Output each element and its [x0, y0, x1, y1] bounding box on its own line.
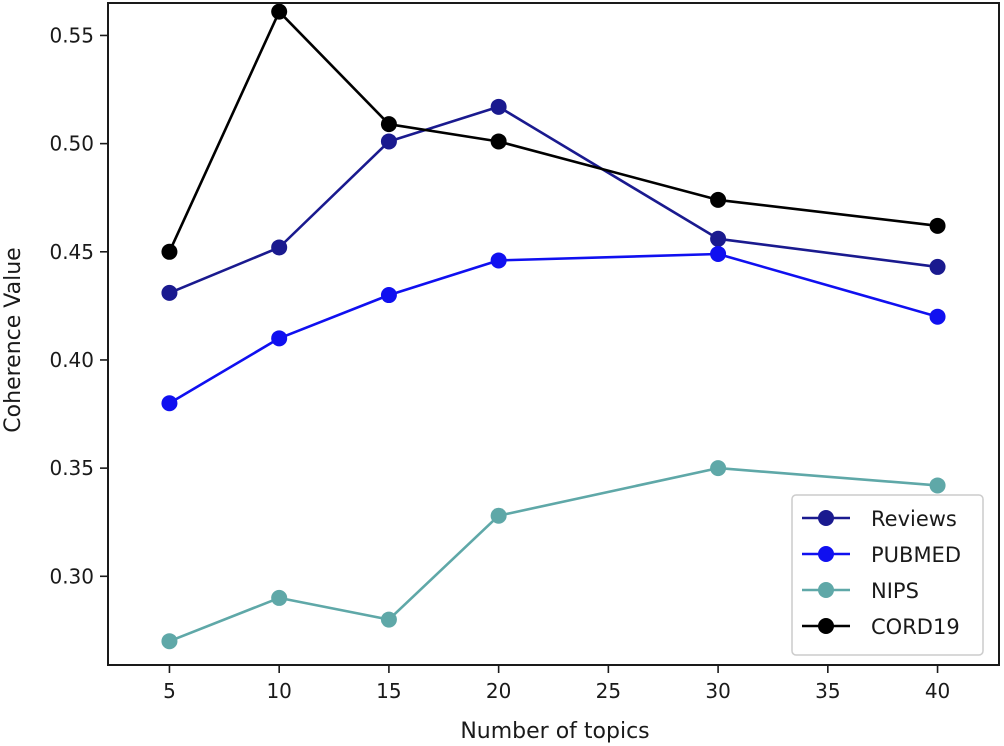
- legend-label: NIPS: [871, 579, 919, 603]
- x-tick-label: 25: [596, 679, 621, 703]
- data-point-pubmed-40: [929, 308, 946, 325]
- data-point-reviews-5: [161, 284, 178, 301]
- legend-item-reviews: Reviews: [802, 507, 957, 531]
- data-point-cord19-40: [929, 217, 946, 234]
- legend-marker: [818, 510, 834, 526]
- legend-label: Reviews: [871, 507, 957, 531]
- y-tick-label: 0.45: [49, 240, 94, 264]
- series-line-pubmed: [168, 252, 938, 405]
- x-tick-label: 20: [486, 679, 511, 703]
- legend-item-nips: NIPS: [802, 579, 919, 603]
- y-tick-label: 0.55: [49, 23, 94, 47]
- plot-frame: [107, 2, 1000, 666]
- data-point-cord19-20: [490, 133, 507, 150]
- y-axis-label: Coherence Value: [1, 247, 26, 432]
- series-nips: [161, 460, 946, 650]
- data-point-pubmed-5: [161, 395, 178, 412]
- data-point-pubmed-10: [271, 330, 288, 347]
- data-point-reviews-15: [380, 133, 397, 150]
- data-point-cord19-15: [380, 116, 397, 133]
- x-tick-label: 15: [376, 679, 401, 703]
- data-point-nips-30: [710, 460, 727, 477]
- series-reviews: [161, 98, 946, 301]
- legend-marker: [818, 582, 834, 598]
- x-tick-label: 5: [163, 679, 176, 703]
- x-tick-label: 40: [925, 679, 950, 703]
- y-tick-label: 0.50: [49, 132, 94, 156]
- legend: Reviews PUBMED NIPS CORD19: [791, 494, 984, 656]
- y-tick-label: 0.40: [49, 348, 94, 372]
- data-point-reviews-30: [710, 230, 727, 247]
- series-cord19: [161, 3, 946, 260]
- data-point-nips-15: [380, 611, 397, 628]
- legend-marker: [818, 618, 834, 634]
- legend-item-pubmed: PUBMED: [802, 543, 961, 567]
- legend-marker: [818, 546, 834, 562]
- legend-item-cord19: CORD19: [802, 615, 960, 639]
- x-axis-label: Number of topics: [460, 719, 649, 744]
- series-pubmed: [161, 245, 946, 412]
- x-tick-label: 35: [815, 679, 840, 703]
- data-point-pubmed-30: [710, 245, 727, 262]
- data-point-nips-20: [490, 507, 507, 524]
- y-tick-label: 0.30: [49, 564, 94, 588]
- data-point-nips-10: [271, 589, 288, 606]
- legend-label: PUBMED: [871, 543, 961, 567]
- data-point-reviews-20: [490, 98, 507, 115]
- y-tick-label: 0.35: [49, 456, 94, 480]
- data-point-reviews-40: [929, 258, 946, 275]
- x-tick-label: 30: [705, 679, 730, 703]
- series-line-cord19: [168, 10, 938, 253]
- series-line-reviews: [168, 105, 938, 295]
- data-point-nips-40: [929, 477, 946, 494]
- data-point-nips-5: [161, 633, 178, 650]
- axes: 5 10 15 20 25 30 35 40 0.30 0.35 0.40 0.45 0.50 0.55: [49, 2, 1000, 703]
- data-point-pubmed-15: [380, 287, 397, 304]
- data-point-cord19-5: [161, 243, 178, 260]
- data-point-cord19-10: [271, 3, 288, 20]
- data-point-cord19-30: [710, 191, 727, 208]
- x-tick-label: 10: [266, 679, 291, 703]
- legend-label: CORD19: [871, 615, 960, 639]
- legend-box: [791, 494, 984, 656]
- data-point-reviews-10: [271, 239, 288, 256]
- plot-area: [161, 3, 946, 650]
- series-line-nips: [168, 466, 938, 643]
- data-point-pubmed-20: [490, 252, 507, 269]
